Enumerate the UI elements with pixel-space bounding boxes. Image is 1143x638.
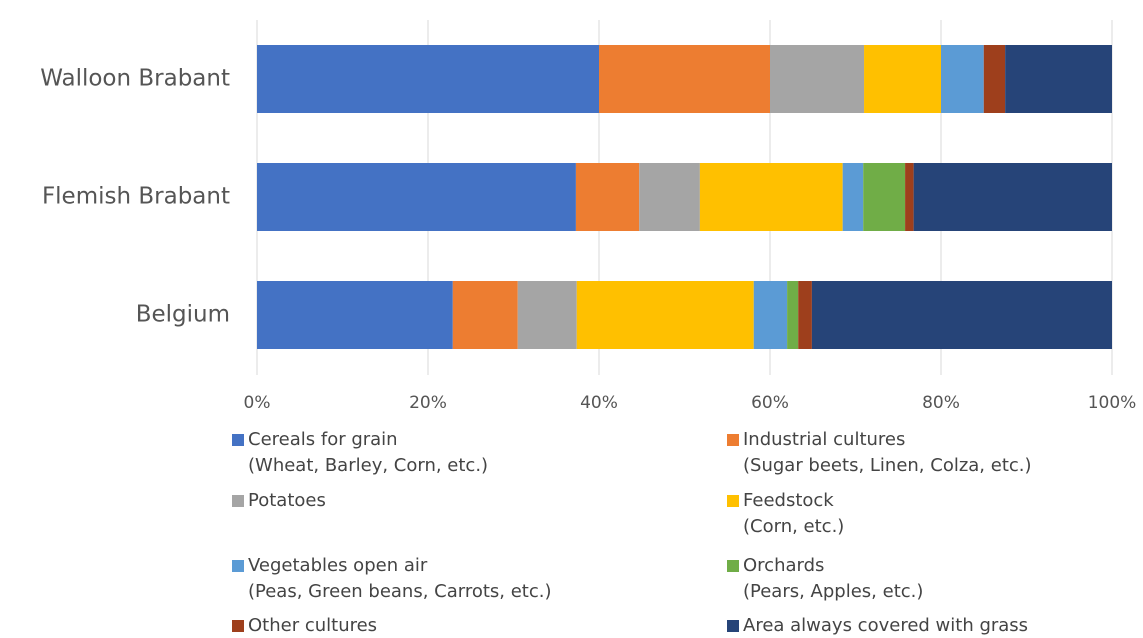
legend-description: (Sugar beets, Linen, Colza, etc.) xyxy=(743,455,1032,476)
category-label: Belgium xyxy=(136,302,230,328)
legend-description: (Pears, Apples, etc.) xyxy=(743,581,923,602)
bar-segment xyxy=(452,281,518,349)
legend-swatch xyxy=(727,620,739,632)
bar-segment xyxy=(913,163,1112,231)
bar-segment xyxy=(575,163,640,231)
x-tick-label: 80% xyxy=(922,393,960,413)
bar-segment xyxy=(863,163,906,231)
legend-label: Potatoes xyxy=(248,490,326,511)
bar-segment xyxy=(811,281,1112,349)
legend-label: Other cultures xyxy=(248,615,377,636)
bar-segment xyxy=(599,45,770,113)
category-label: Flemish Brabant xyxy=(42,184,230,210)
bar-segment xyxy=(941,45,984,113)
legend-label: Vegetables open air xyxy=(248,555,428,576)
x-tick-label: 100% xyxy=(1088,393,1137,413)
bar-segment xyxy=(905,163,914,231)
bar-segment xyxy=(257,45,599,113)
bar-segment xyxy=(842,163,864,231)
bar-segment xyxy=(257,281,453,349)
bar-segment xyxy=(983,45,1006,113)
legend-description: (Peas, Green beans, Carrots, etc.) xyxy=(248,581,552,602)
bar-segment xyxy=(517,281,577,349)
legend-label: Area always covered with grass xyxy=(743,615,1028,636)
bar-segment xyxy=(753,281,788,349)
bar-segment xyxy=(770,45,865,113)
legend-label: Industrial cultures xyxy=(743,429,905,450)
legend-swatch xyxy=(232,495,244,507)
legend-label: Orchards xyxy=(743,555,824,576)
legend-label: Feedstock xyxy=(743,490,834,511)
bar-segment xyxy=(798,281,812,349)
legend-swatch xyxy=(232,620,244,632)
x-tick-label: 40% xyxy=(580,393,618,413)
bar-segment xyxy=(787,281,799,349)
bar-segment xyxy=(864,45,941,113)
bar-segment xyxy=(639,163,700,231)
bar-segment xyxy=(1005,45,1112,113)
category-label: Walloon Brabant xyxy=(40,66,230,92)
bar-segment xyxy=(699,163,843,231)
legend-swatch xyxy=(232,560,244,572)
legend-swatch xyxy=(727,560,739,572)
legend-label: Cereals for grain xyxy=(248,429,398,450)
x-tick-label: 60% xyxy=(751,393,789,413)
x-tick-label: 0% xyxy=(244,393,271,413)
legend-swatch xyxy=(232,434,244,446)
legend-description: (Wheat, Barley, Corn, etc.) xyxy=(248,455,488,476)
legend-swatch xyxy=(727,434,739,446)
bar-segment xyxy=(257,163,576,231)
bar-segment xyxy=(576,281,754,349)
x-tick-label: 20% xyxy=(409,393,447,413)
legend-swatch xyxy=(727,495,739,507)
legend-description: (Corn, etc.) xyxy=(743,516,844,537)
